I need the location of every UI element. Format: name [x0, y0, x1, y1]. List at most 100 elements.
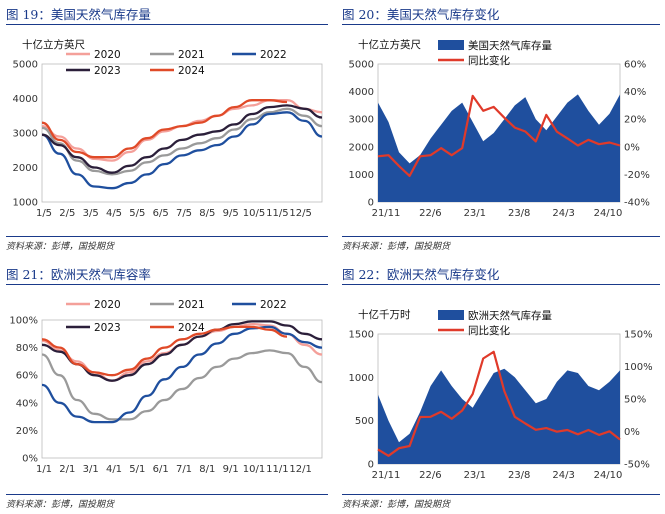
x-tick-label: 7/1 [176, 464, 192, 475]
x-tick-label: 4/1 [106, 464, 122, 475]
figure-title: 图 20：美国天然气库存变化 [342, 7, 500, 22]
x-tick-label: 1/5 [36, 208, 52, 219]
source-note: 资料来源：彭博，国投期货 [342, 500, 451, 510]
x-tick-label: 11/5 [266, 208, 288, 219]
y-tick-label: 4000 [349, 87, 374, 98]
x-tick-label: 3/1 [83, 464, 99, 475]
legend-label-欧洲天然气库存量: 欧洲天然气库存量 [468, 309, 552, 322]
x-tick-label: 7/5 [176, 208, 192, 219]
x-tick-label: 23/8 [508, 470, 530, 481]
series-line-同比变化 [377, 94, 621, 177]
legend-label-美国天然气库存量: 美国天然气库存量 [468, 39, 552, 52]
y2-tick-label: 40% [624, 87, 646, 98]
y2-tick-label: 20% [624, 115, 646, 126]
x-tick-label: 5/1 [129, 464, 145, 475]
legend-label-2020: 2020 [94, 49, 121, 61]
y2-tick-label: 0% [624, 142, 640, 153]
y-tick-label: 80% [16, 343, 38, 354]
figure-20: 图 20：美国天然气库存变化 0 1000 2000 3000 4000 5000 -40%… [342, 2, 660, 254]
y-tick-label: 3000 [13, 129, 38, 140]
legend-label-2020: 2020 [94, 299, 121, 311]
x-tick-label: 8/1 [199, 464, 215, 475]
legend-label-2023: 2023 [94, 322, 121, 334]
y-axis-label: 十亿立方英尺 [22, 38, 85, 51]
y2-tick-label: -50% [624, 460, 650, 471]
legend-label-2021: 2021 [178, 299, 205, 311]
series-line-2021 [41, 349, 323, 421]
x-tick-label: 12/5 [289, 208, 311, 219]
figure-title: 图 22：欧洲天然气库存变化 [342, 267, 500, 282]
y-tick-label: 0 [368, 460, 374, 471]
source-note: 资料来源：彭博，国投期货 [6, 500, 115, 510]
legend-label-同比变化: 同比变化 [468, 324, 510, 337]
y2-tick-label: 60% [624, 60, 646, 71]
x-tick-label: 8/5 [199, 208, 215, 219]
x-tick-label: 10/1 [243, 464, 265, 475]
series-line-2024 [41, 99, 288, 159]
x-tick-label: 21/11 [372, 208, 401, 219]
y-tick-label: 2000 [349, 142, 374, 153]
x-tick-label: 11/1 [266, 464, 288, 475]
y2-tick-label: -20% [624, 170, 650, 181]
y-tick-label: 1500 [349, 330, 374, 341]
y-tick-label: 60% [16, 371, 38, 382]
source-note: 资料来源：彭博，国投期货 [342, 242, 451, 252]
series-line-同比变化 [377, 350, 621, 457]
y-tick-label: 500 [355, 416, 374, 427]
legend-label-2024: 2024 [178, 322, 205, 334]
x-tick-label: 6/5 [153, 208, 169, 219]
figure-21: 图 21：欧洲天然气库容率 0% 20% 40% 60% 80% 100% 1/1 2/1 3/… [6, 262, 328, 512]
x-tick-label: 10/5 [243, 208, 265, 219]
x-tick-label: 22/6 [419, 470, 441, 481]
x-tick-label: 24/3 [552, 208, 574, 219]
x-tick-label: 24/3 [552, 470, 574, 481]
y-tick-label: 5000 [349, 60, 374, 71]
y-tick-label: 1000 [349, 373, 374, 384]
legend-label-2024: 2024 [178, 65, 205, 77]
legend-label-2022: 2022 [260, 49, 287, 61]
figure-19: 图 19：美国天然气库存量 1000 2000 3000 4000 5000 十亿立方英尺… [6, 2, 328, 254]
y-axis-label: 十亿立方英尺 [358, 38, 421, 51]
x-tick-label: 6/1 [153, 464, 169, 475]
figure-22: 图 22：欧洲天然气库存变化 0 500 1000 1500 -50% 0% 50% 100%… [342, 262, 660, 512]
y-tick-label: 3000 [349, 115, 374, 126]
y-axis-label: 十亿千万时 [358, 308, 411, 321]
x-tick-label: 23/1 [464, 470, 486, 481]
y-tick-label: 40% [16, 398, 38, 409]
area-美国天然气库存量 [378, 94, 620, 202]
series-line-2024 [41, 325, 288, 377]
y-tick-label: 100% [9, 316, 38, 327]
legend-swatch-欧洲天然气库存量 [438, 310, 464, 320]
series-line-2022 [41, 325, 323, 424]
y-tick-label: 0 [368, 198, 374, 209]
y-tick-label: 5000 [13, 60, 38, 71]
chart-eu-capacity: 0% 20% 40% 60% 80% 100% 1/1 2/1 3/1 4/1 5/1 6/1 7/1 8… [9, 299, 323, 475]
legend-label-2023: 2023 [94, 65, 121, 77]
x-tick-label: 9/5 [223, 208, 239, 219]
plot-frame [41, 319, 323, 459]
y2-tick-label: 0% [624, 427, 640, 438]
chart-us-storage: 1000 2000 3000 4000 5000 十亿立方英尺 1/5 2/5 3/5 4/5 5/… [13, 38, 323, 219]
x-tick-label: 24/10 [594, 208, 623, 219]
plot-frame [41, 63, 323, 203]
x-tick-label: 2/5 [59, 208, 75, 219]
y-tick-label: 0% [22, 454, 38, 465]
x-tick-label: 21/11 [372, 470, 401, 481]
legend-swatch-美国天然气库存量 [438, 40, 464, 50]
legend-label-2022: 2022 [260, 299, 287, 311]
y-tick-label: 1000 [349, 170, 374, 181]
x-tick-label: 23/1 [464, 208, 486, 219]
y-tick-label: 4000 [13, 94, 38, 105]
x-tick-label: 9/1 [223, 464, 239, 475]
legend-label-2021: 2021 [178, 49, 205, 61]
figure-title: 图 19：美国天然气库存量 [6, 7, 151, 22]
x-tick-label: 1/1 [36, 464, 52, 475]
chart-eu-storage-change: 0 500 1000 1500 -50% 0% 50% 100% 150% 十亿千万时 21/11 2… [349, 308, 653, 481]
x-tick-label: 4/5 [106, 208, 122, 219]
x-tick-label: 23/8 [508, 208, 530, 219]
y2-tick-label: -40% [624, 198, 650, 209]
y-tick-label: 20% [16, 426, 38, 437]
x-tick-label: 3/5 [83, 208, 99, 219]
y-tick-label: 2000 [13, 163, 38, 174]
x-tick-label: 24/10 [594, 470, 623, 481]
